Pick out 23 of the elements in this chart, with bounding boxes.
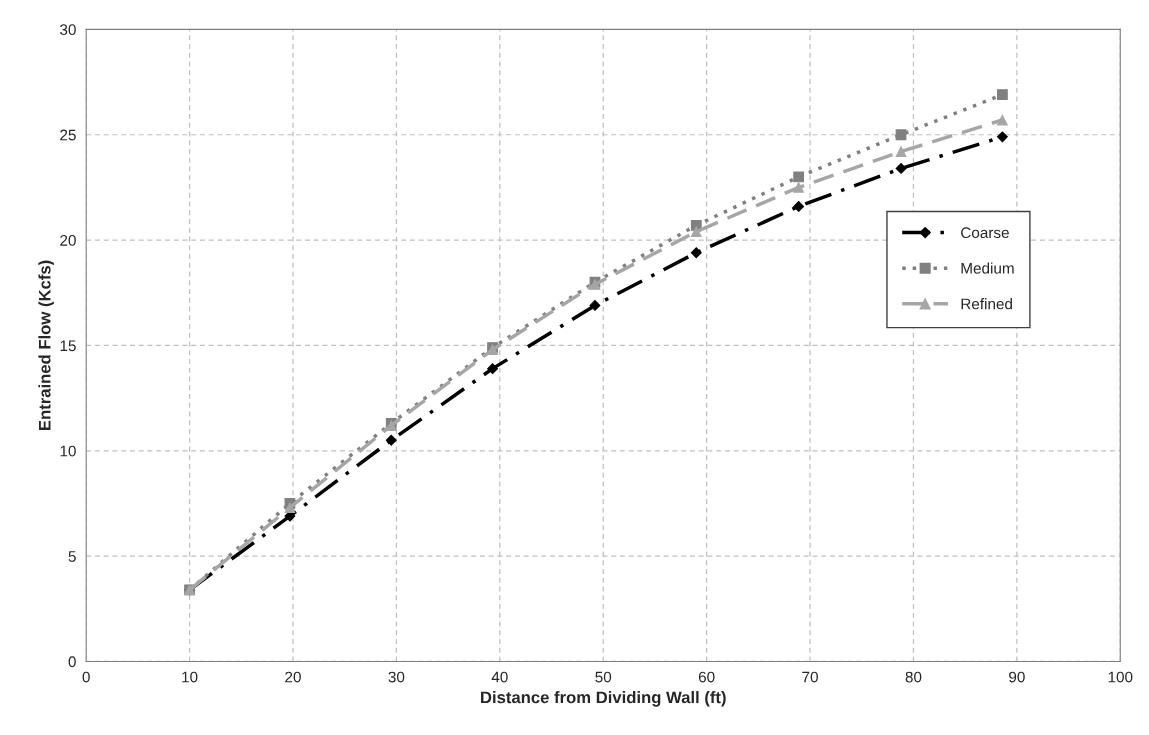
- y-tick-label: 0: [68, 656, 76, 668]
- y-tick-label: 20: [60, 234, 76, 246]
- legend-label: Refined: [961, 298, 1012, 310]
- x-tick-label: 70: [802, 671, 818, 683]
- y-tick-label: 30: [60, 24, 76, 36]
- legend-label: Medium: [961, 262, 1014, 274]
- y-tick-label: 15: [60, 340, 76, 352]
- x-tick-label: 10: [182, 671, 198, 683]
- x-tick-label: 0: [82, 671, 90, 683]
- y-tick-label: 5: [68, 551, 76, 562]
- y-tick-label: 10: [60, 445, 76, 457]
- y-axis-title: Entrained Flow (Kcfs): [38, 260, 54, 430]
- x-tick-label: 60: [698, 671, 715, 683]
- legend-label: Coarse: [961, 227, 1009, 239]
- y-tick-label: 25: [60, 129, 76, 141]
- x-tick-label: 80: [905, 671, 922, 683]
- x-tick-label: 100: [1108, 671, 1133, 683]
- x-tick-label: 50: [595, 671, 612, 683]
- x-tick-label: 90: [1009, 671, 1025, 683]
- x-tick-label: 40: [491, 671, 508, 683]
- x-axis-title: Distance from Dividing Wall (ft): [481, 691, 726, 707]
- x-tick-label: 20: [285, 671, 301, 683]
- x-tick-label: 30: [388, 671, 405, 683]
